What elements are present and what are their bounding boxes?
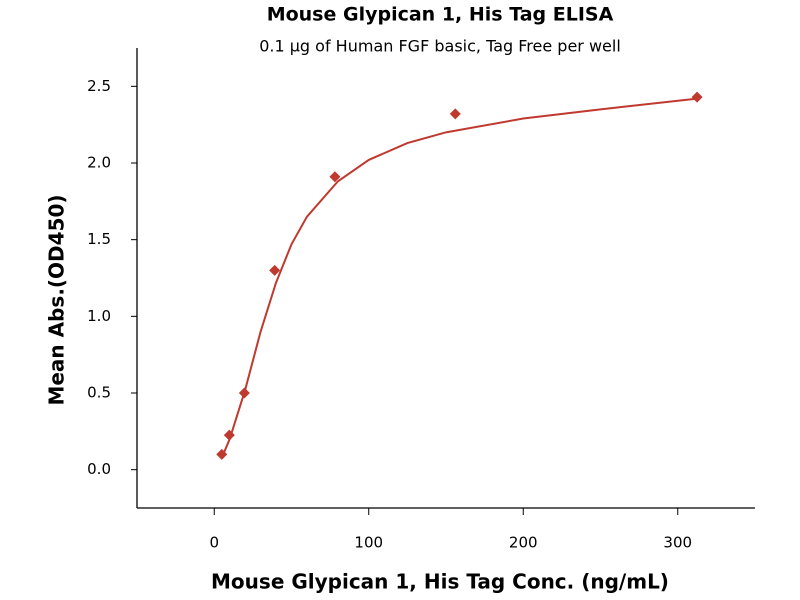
y-tick-label: 0.0	[87, 460, 111, 478]
y-axis-label: Mean Abs.(OD450)	[45, 194, 69, 405]
y-tick-label: 2.5	[87, 77, 111, 95]
chart-subtitle: 0.1 µg of Human FGF basic, Tag Free per …	[259, 37, 621, 56]
x-axis-label: Mouse Glypican 1, His Tag Conc. (ng/mL)	[211, 570, 669, 594]
x-tick-label: 100	[354, 534, 383, 552]
y-tick-label: 1.0	[87, 307, 111, 325]
data-point	[269, 264, 281, 276]
x-tick-label: 300	[663, 534, 692, 552]
data-point	[216, 448, 228, 460]
y-tick-label: 1.5	[87, 230, 111, 248]
chart-title: Mouse Glypican 1, His Tag ELISA	[267, 4, 614, 26]
data-point	[691, 91, 703, 103]
x-tick-label: 0	[209, 534, 219, 552]
data-point	[223, 429, 235, 441]
data-point	[449, 108, 461, 120]
data-point	[238, 387, 250, 399]
y-tick-label: 0.5	[87, 384, 111, 402]
x-tick-label: 200	[509, 534, 538, 552]
data-point	[329, 171, 341, 183]
fit-curve	[221, 97, 698, 458]
y-tick-label: 2.0	[87, 154, 111, 172]
